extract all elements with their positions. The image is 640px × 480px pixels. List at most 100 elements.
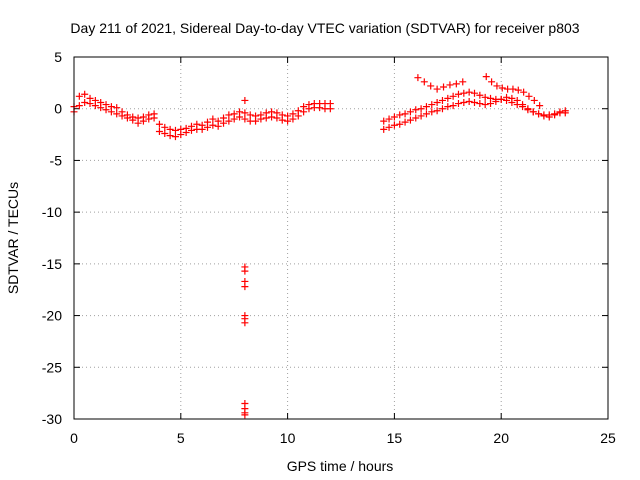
data-point — [433, 107, 441, 115]
data-point — [428, 101, 436, 109]
data-point — [326, 105, 334, 113]
data-point — [513, 96, 521, 104]
data-point — [230, 115, 238, 123]
data-point — [488, 78, 496, 86]
data-point — [107, 108, 115, 116]
data-point — [561, 109, 569, 117]
data-point — [525, 92, 533, 100]
data-point — [204, 123, 211, 131]
data-point — [102, 106, 110, 114]
data-point — [536, 102, 544, 110]
data-point — [508, 94, 516, 102]
data-point — [433, 85, 441, 93]
data-point — [390, 121, 398, 129]
data-point — [246, 111, 254, 119]
data-point — [465, 88, 473, 96]
data-point — [427, 82, 435, 90]
data-point — [401, 118, 409, 126]
data-point — [97, 104, 105, 112]
x-tick-label: 10 — [280, 430, 296, 446]
data-point — [476, 91, 484, 99]
data-point — [155, 120, 163, 128]
data-point — [481, 101, 489, 109]
data-point — [452, 80, 460, 88]
data-point — [81, 99, 89, 107]
data-point — [530, 96, 538, 104]
data-point — [540, 112, 548, 120]
data-point — [225, 111, 233, 119]
y-tick-label: 0 — [54, 101, 62, 117]
data-point — [422, 110, 430, 118]
data-point — [257, 115, 265, 123]
x-tick-label: 20 — [493, 430, 509, 446]
y-axis-label: SDTVAR / TECUs — [5, 182, 21, 294]
y-tick-label: -25 — [42, 359, 62, 375]
data-point — [123, 114, 131, 122]
data-point — [75, 92, 83, 100]
axis-ticks: 0 5 10 15 20 25 5 0 -5 -10 -15 -20 -25 -30 — [42, 49, 616, 446]
data-point — [498, 84, 506, 92]
data-point — [161, 123, 169, 131]
data-point — [459, 78, 467, 86]
data-point — [134, 119, 142, 127]
data-point — [509, 85, 517, 93]
data-point — [535, 110, 543, 118]
data-point — [182, 129, 190, 137]
data-point — [166, 132, 174, 140]
data-point — [385, 123, 393, 131]
data-point — [503, 93, 511, 101]
y-tick-label: -20 — [42, 308, 62, 324]
data-point — [454, 100, 462, 108]
data-point — [171, 133, 179, 141]
data-point — [529, 108, 537, 116]
plot-frame — [73, 56, 609, 420]
data-point — [422, 103, 430, 111]
data-point — [139, 117, 147, 125]
x-tick-label: 25 — [600, 430, 616, 446]
x-tick-label: 0 — [70, 430, 78, 446]
data-point — [113, 104, 121, 112]
data-point — [161, 130, 169, 138]
data-point — [492, 97, 500, 105]
data-point — [129, 116, 137, 124]
data-point — [440, 83, 448, 91]
y-tick-label: -30 — [42, 411, 62, 427]
data-point — [278, 116, 286, 124]
data-point — [417, 112, 425, 120]
data-point — [171, 126, 179, 134]
data-point — [118, 112, 126, 120]
data-point — [449, 92, 457, 100]
data-point — [514, 86, 522, 94]
data-point — [396, 111, 404, 119]
data-point — [241, 319, 249, 327]
data-point — [241, 109, 249, 117]
data-point — [268, 113, 276, 121]
data-point — [155, 127, 163, 135]
data-point — [444, 103, 452, 111]
grid — [74, 57, 608, 419]
data-series — [414, 74, 467, 93]
data-point — [471, 89, 478, 97]
data-point — [236, 113, 244, 121]
data-point — [396, 120, 404, 128]
data-point — [150, 114, 158, 122]
data-point — [241, 267, 249, 275]
data-point — [113, 110, 121, 118]
data-point — [145, 115, 153, 123]
data-point — [412, 106, 420, 114]
data-point — [446, 81, 454, 89]
y-tick-label: -5 — [50, 152, 63, 168]
data-point — [316, 104, 324, 112]
data-point — [406, 108, 414, 116]
data-point — [262, 114, 270, 122]
data-point — [380, 117, 388, 125]
data-point — [86, 100, 94, 108]
data-point — [420, 78, 428, 86]
data-point — [449, 102, 457, 110]
data-point — [460, 99, 468, 107]
data-series — [482, 73, 544, 110]
data-point — [401, 110, 409, 118]
data-point — [241, 115, 249, 123]
data-point — [241, 96, 249, 104]
data-point — [289, 115, 297, 123]
